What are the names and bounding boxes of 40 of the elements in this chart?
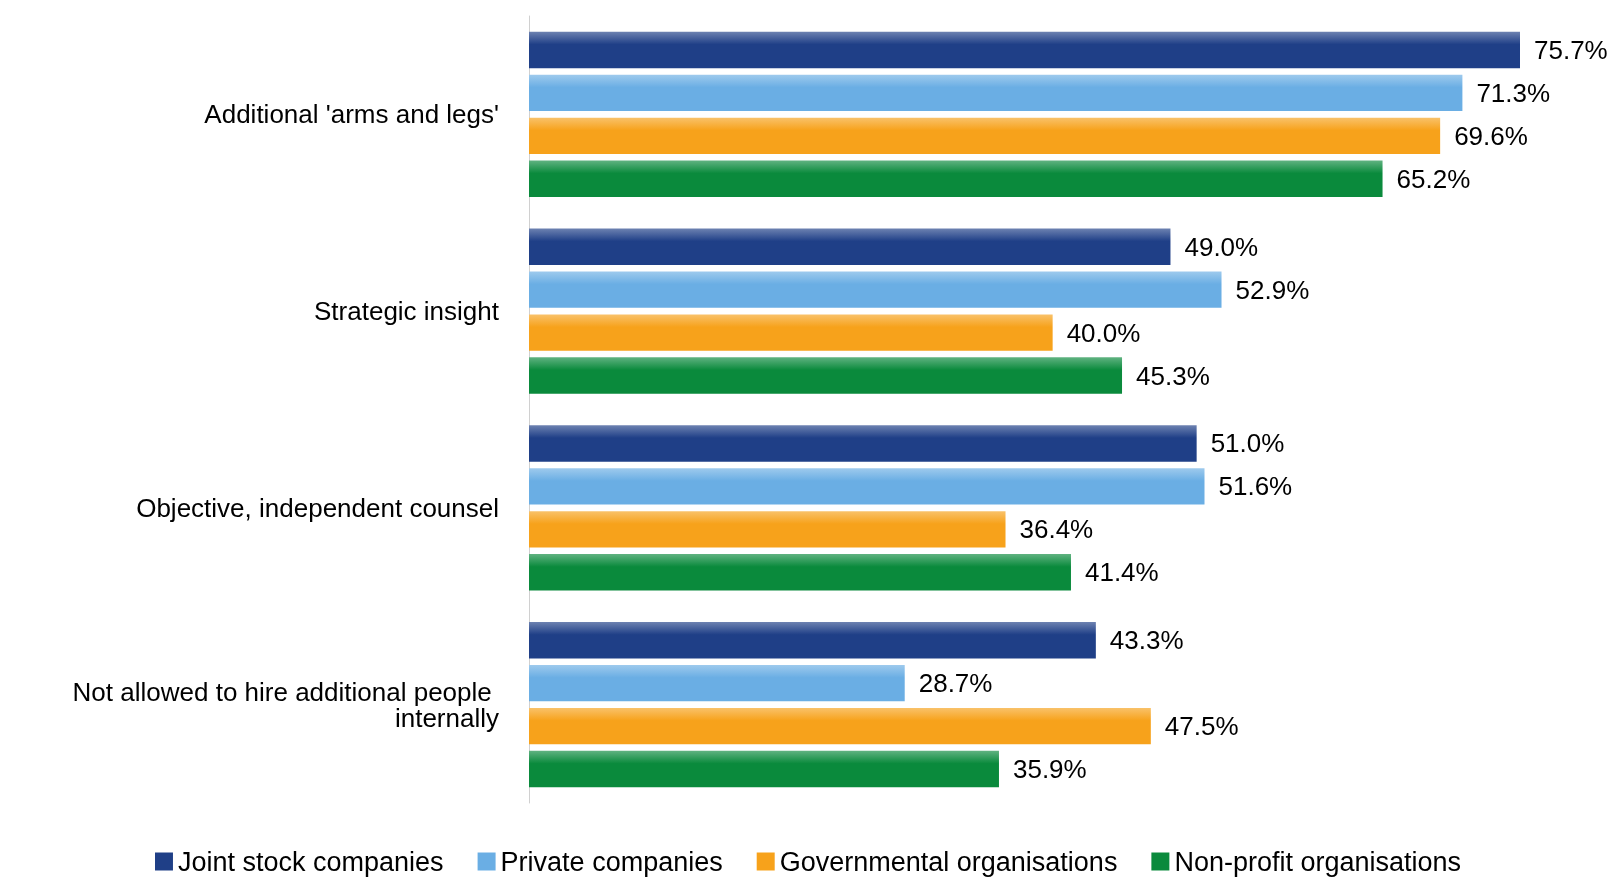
data-label: 40.0% xyxy=(1066,317,1141,348)
data-label: 28.7% xyxy=(918,668,993,699)
bar xyxy=(529,160,1383,198)
legend-label: Governmental organisations xyxy=(779,846,1118,877)
legend-label: Private companies xyxy=(500,846,723,877)
bar xyxy=(529,621,1096,659)
bar xyxy=(529,664,905,702)
y-tick-label: Objective, independent counsel xyxy=(136,492,499,523)
data-label: 41.4% xyxy=(1084,557,1159,588)
data-label: 36.4% xyxy=(1019,514,1094,545)
y-tick-label: Not allowed to hire additional people internally xyxy=(72,676,499,733)
bar xyxy=(529,554,1071,591)
data-label: 65.2% xyxy=(1396,163,1471,194)
bar xyxy=(529,74,1463,112)
bar xyxy=(529,271,1222,308)
bar xyxy=(529,31,1520,69)
data-label: 52.9% xyxy=(1235,274,1310,305)
bar xyxy=(529,314,1053,351)
data-label: 47.5% xyxy=(1164,711,1239,742)
data-label: 45.3% xyxy=(1136,360,1210,391)
data-label: 69.6% xyxy=(1454,120,1528,151)
bar xyxy=(529,707,1151,745)
legend-label: Non-profit organisations xyxy=(1174,846,1462,877)
bar xyxy=(529,468,1205,505)
data-label: 51.0% xyxy=(1210,428,1285,459)
data-label: 75.7% xyxy=(1534,34,1608,65)
bar xyxy=(529,511,1006,548)
data-label: 51.6% xyxy=(1218,471,1293,502)
legend-label: Joint stock companies xyxy=(177,846,444,877)
y-tick-label: Strategic insight xyxy=(314,296,500,327)
data-label: 71.3% xyxy=(1476,77,1551,108)
bar xyxy=(529,228,1171,265)
bar xyxy=(529,117,1441,155)
data-label: 49.0% xyxy=(1184,231,1259,262)
bar xyxy=(529,357,1123,394)
bar xyxy=(529,750,999,788)
data-label: 35.9% xyxy=(1012,754,1087,785)
data-label: 43.3% xyxy=(1109,625,1184,656)
bar xyxy=(529,425,1197,462)
y-tick-label: Additional 'arms and legs' xyxy=(204,99,499,130)
